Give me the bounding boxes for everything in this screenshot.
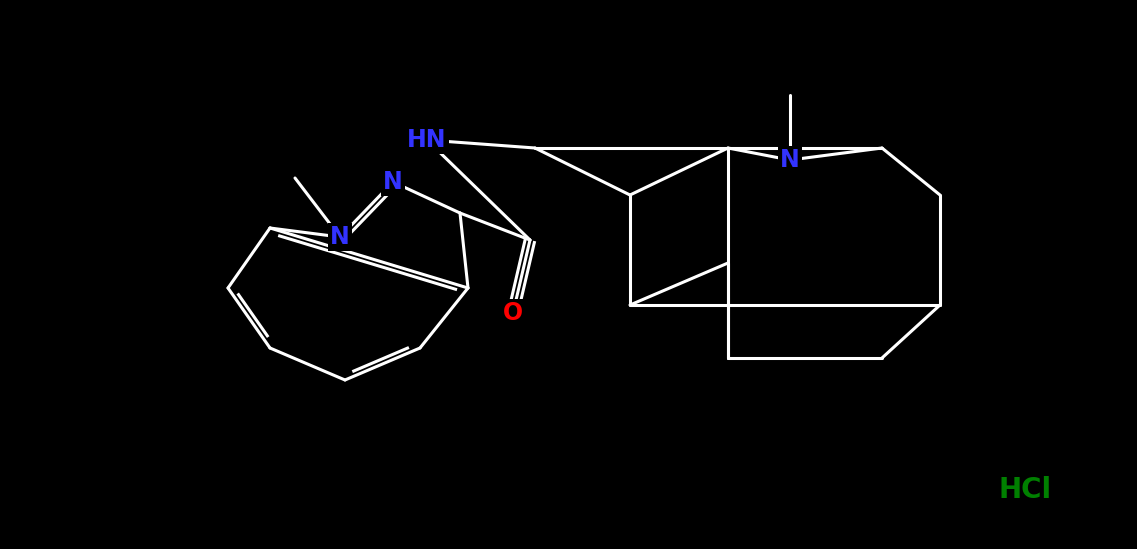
Text: HN: HN: [407, 128, 447, 152]
Text: N: N: [330, 225, 350, 249]
Text: HCl: HCl: [998, 476, 1052, 504]
Text: N: N: [780, 148, 799, 172]
Text: O: O: [503, 301, 523, 325]
Text: N: N: [383, 170, 402, 194]
